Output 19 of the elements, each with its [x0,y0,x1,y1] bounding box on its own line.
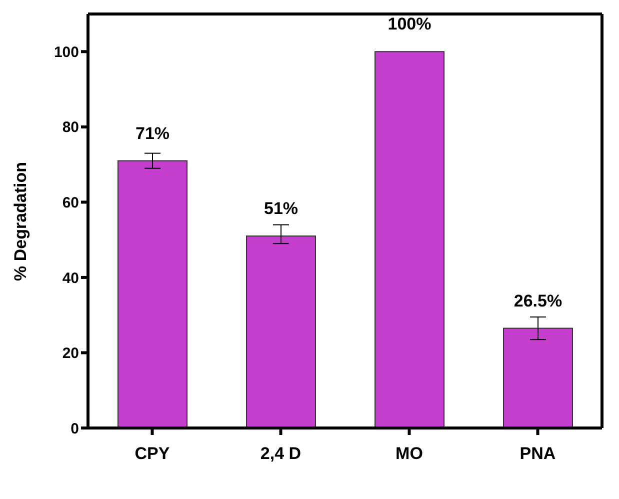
bar [246,236,316,428]
bar [118,160,188,428]
bar [503,328,573,428]
y-tick-label: 80 [62,119,79,136]
y-tick-label: 100 [54,44,79,61]
y-axis-title: % Degradation [11,162,30,281]
x-tick-label: 2,4 D [260,444,302,464]
y-tick-label: 60 [62,194,79,212]
x-tick-label: PNA [520,444,556,464]
bar [374,51,444,428]
y-tick-label: 20 [62,345,79,362]
data-label: 71% [135,124,170,143]
x-tick-label: CPY [134,444,170,464]
data-label: 26.5% [514,291,562,310]
data-label: 100% [388,14,432,34]
data-label: 51% [264,199,298,218]
y-tick-label: 0 [70,420,79,438]
y-tick-label: 40 [62,270,79,287]
x-tick-label: MO [396,444,423,464]
